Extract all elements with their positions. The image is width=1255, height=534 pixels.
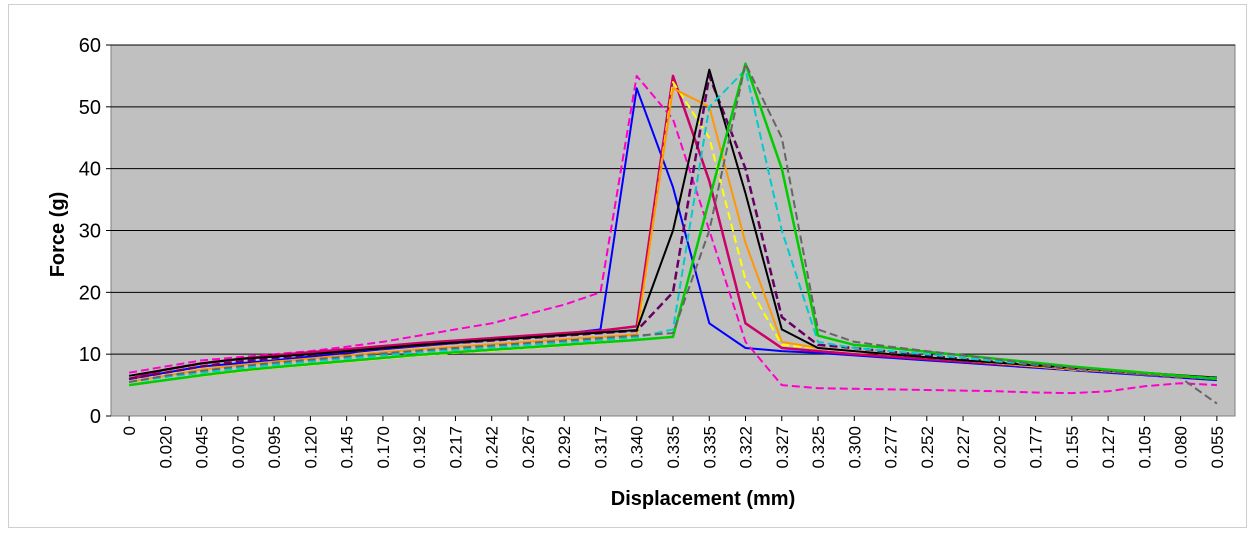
force-displacement-chart: 0 10 20 30 40 50 60 0 0.020 0.045 0.070 0.095 0.120… [47, 35, 1236, 510]
x-tick-label: 0.227 [954, 426, 973, 469]
series-lines [128, 62, 1218, 405]
x-tick-label: 0.300 [845, 426, 864, 469]
x-tick-label: 0.322 [737, 426, 756, 469]
x-tick-label: 0.327 [773, 426, 792, 469]
y-tick-label: 50 [79, 97, 101, 119]
x-tick-label: 0.080 [1172, 426, 1191, 469]
x-tick-label: 0.252 [918, 426, 937, 469]
x-tick-label: 0.177 [1027, 426, 1046, 469]
x-tick-label: 0.277 [882, 426, 901, 469]
x-axis-title: Displacement (mm) [611, 488, 796, 510]
x-tick-label: 0.120 [301, 426, 320, 469]
y-tick-label: 60 [79, 35, 101, 57]
x-tick-label: 0 [120, 426, 139, 435]
x-tick-label: 0.155 [1063, 426, 1082, 469]
y-tick-label: 10 [79, 344, 101, 366]
x-tick-label: 0.292 [555, 426, 574, 469]
x-tick-label: 0.055 [1208, 426, 1227, 469]
x-tick-label: 0.325 [809, 426, 828, 469]
y-tick-label: 0 [90, 406, 101, 428]
x-tick-label: 0.335 [700, 426, 719, 469]
x-tick-label: 0.170 [374, 426, 393, 469]
x-tick-label: 0.242 [483, 426, 502, 469]
x-tick-label: 0.192 [410, 426, 429, 469]
x-tick-label: 0.145 [338, 426, 357, 469]
chart-frame: 0 10 20 30 40 50 60 0 0.020 0.045 0.070 0.095 0.120… [8, 4, 1247, 528]
y-axis-title: Force (g) [47, 192, 69, 278]
y-tick-label: 40 [79, 159, 101, 181]
x-tick-label: 0.340 [628, 426, 647, 469]
x-tick-label: 0.070 [229, 426, 248, 469]
x-tick-label: 0.267 [519, 426, 538, 469]
y-tick-label: 30 [79, 221, 101, 243]
y-tick-label: 20 [79, 282, 101, 304]
x-tick-label: 0.127 [1099, 426, 1118, 469]
series-line-10 [128, 62, 1218, 405]
x-tick-label: 0.020 [156, 426, 175, 469]
x-tick-label: 0.105 [1135, 426, 1154, 469]
series-line-9 [128, 62, 1218, 387]
x-tick-label: 0.335 [664, 426, 683, 469]
x-tick-label: 0.202 [990, 426, 1009, 469]
x-tick-label: 0.045 [193, 426, 212, 469]
x-tick-label: 0.095 [265, 426, 284, 469]
x-tick-label: 0.217 [446, 426, 465, 469]
y-axis: 0 10 20 30 40 50 60 [79, 35, 111, 428]
series-line-1 [128, 87, 1217, 382]
x-tick-label: 0.317 [591, 426, 610, 469]
x-axis: 0 0.020 0.045 0.070 0.095 0.120 0.145 0.170 0.19… [120, 416, 1227, 469]
